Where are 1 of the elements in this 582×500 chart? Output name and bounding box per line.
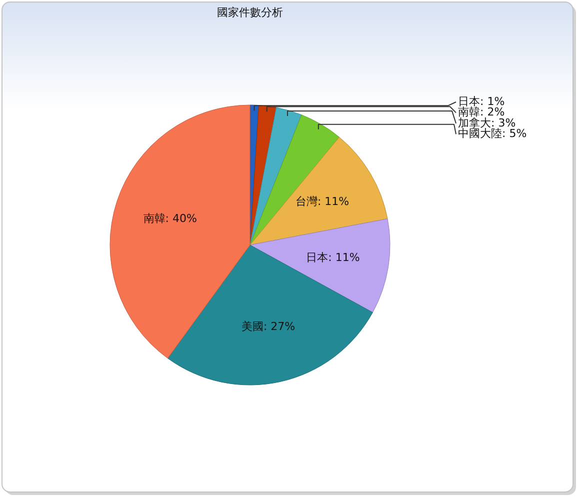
title: 國家件數分析 (217, 6, 283, 20)
